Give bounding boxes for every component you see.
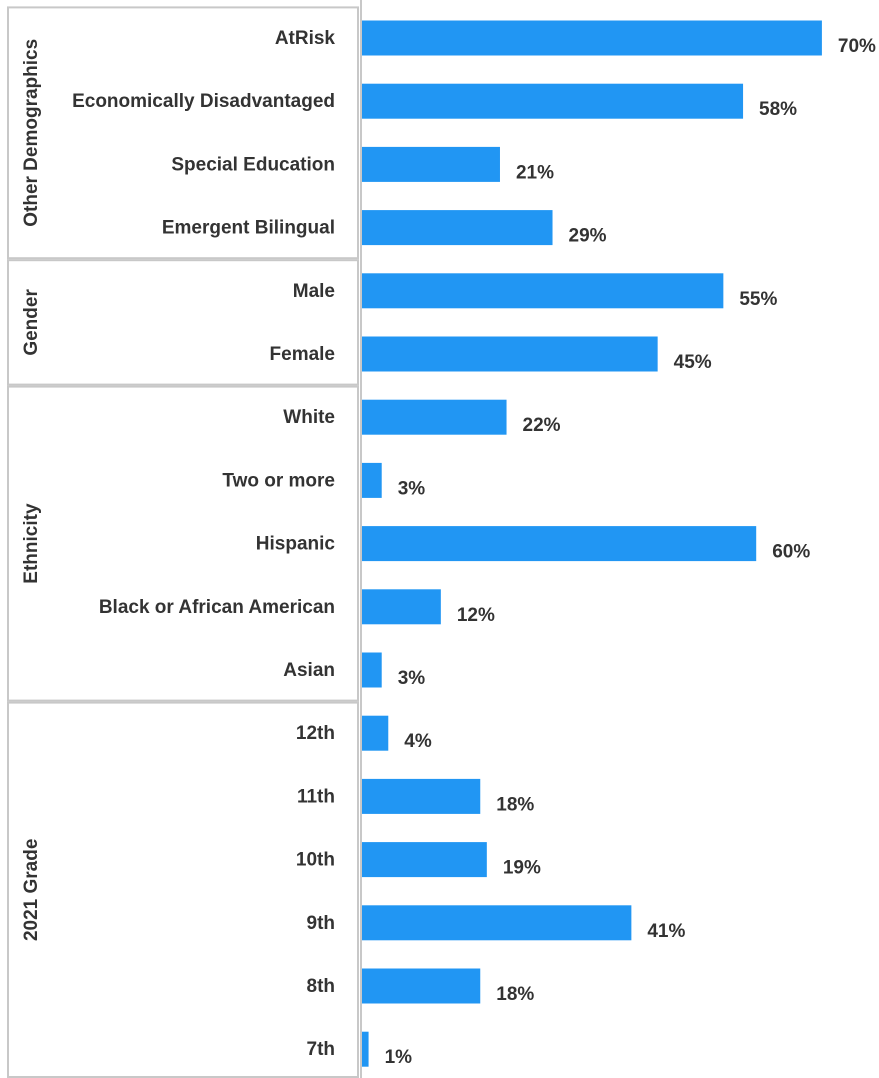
bar [362,653,382,688]
category-label: 12th [296,723,335,744]
data-label: 3% [398,668,426,689]
group-label: Ethnicity [21,503,42,584]
data-label: 3% [398,478,426,499]
data-label: 22% [523,415,561,436]
bar [362,400,507,435]
category-label: Asian [283,660,335,681]
category-label: 9th [307,913,336,934]
category-label: Two or more [222,470,335,491]
data-label: 45% [674,352,712,373]
bars [362,21,822,1067]
data-label: 18% [496,794,534,815]
data-label: 1% [385,1047,413,1068]
bar [362,842,487,877]
category-label: 11th [297,786,335,807]
bar [362,337,658,372]
category-label: Economically Disadvantaged [72,91,335,112]
data-label: 18% [496,984,534,1005]
data-label: 12% [457,605,495,626]
bar [362,147,500,182]
category-label: Special Education [171,154,335,175]
group-label: Gender [21,289,42,356]
bar [362,273,723,308]
bar [362,210,553,245]
bar [362,526,756,561]
bar [362,21,822,56]
category-label: Emergent Bilingual [162,218,335,239]
data-label: 21% [516,162,554,183]
group-box [8,703,358,1077]
bar [362,969,480,1004]
data-label: 58% [759,99,797,120]
bar [362,716,388,751]
data-label: 70% [838,36,876,57]
bar [362,463,382,498]
data-label: 4% [404,731,432,752]
category-label: White [283,407,335,428]
bar [362,84,743,119]
group-label: Other Demographics [21,39,42,227]
category-label: AtRisk [275,28,336,49]
group-label: 2021 Grade [21,839,42,941]
bar [362,589,441,624]
category-label: 8th [307,976,336,997]
category-label: Black or African American [99,597,335,618]
category-label: 7th [307,1039,336,1060]
bar [362,1032,369,1067]
data-label: 60% [772,542,810,563]
data-label: 41% [647,921,685,942]
data-label: 55% [739,289,777,310]
bar [362,905,631,940]
group-box [8,260,358,384]
category-label: Female [270,344,335,365]
data-label: 29% [569,226,607,247]
bar [362,779,480,814]
data-label: 19% [503,858,541,879]
category-label: Hispanic [256,534,336,555]
category-label: 10th [296,850,335,871]
category-label: Male [293,281,335,302]
